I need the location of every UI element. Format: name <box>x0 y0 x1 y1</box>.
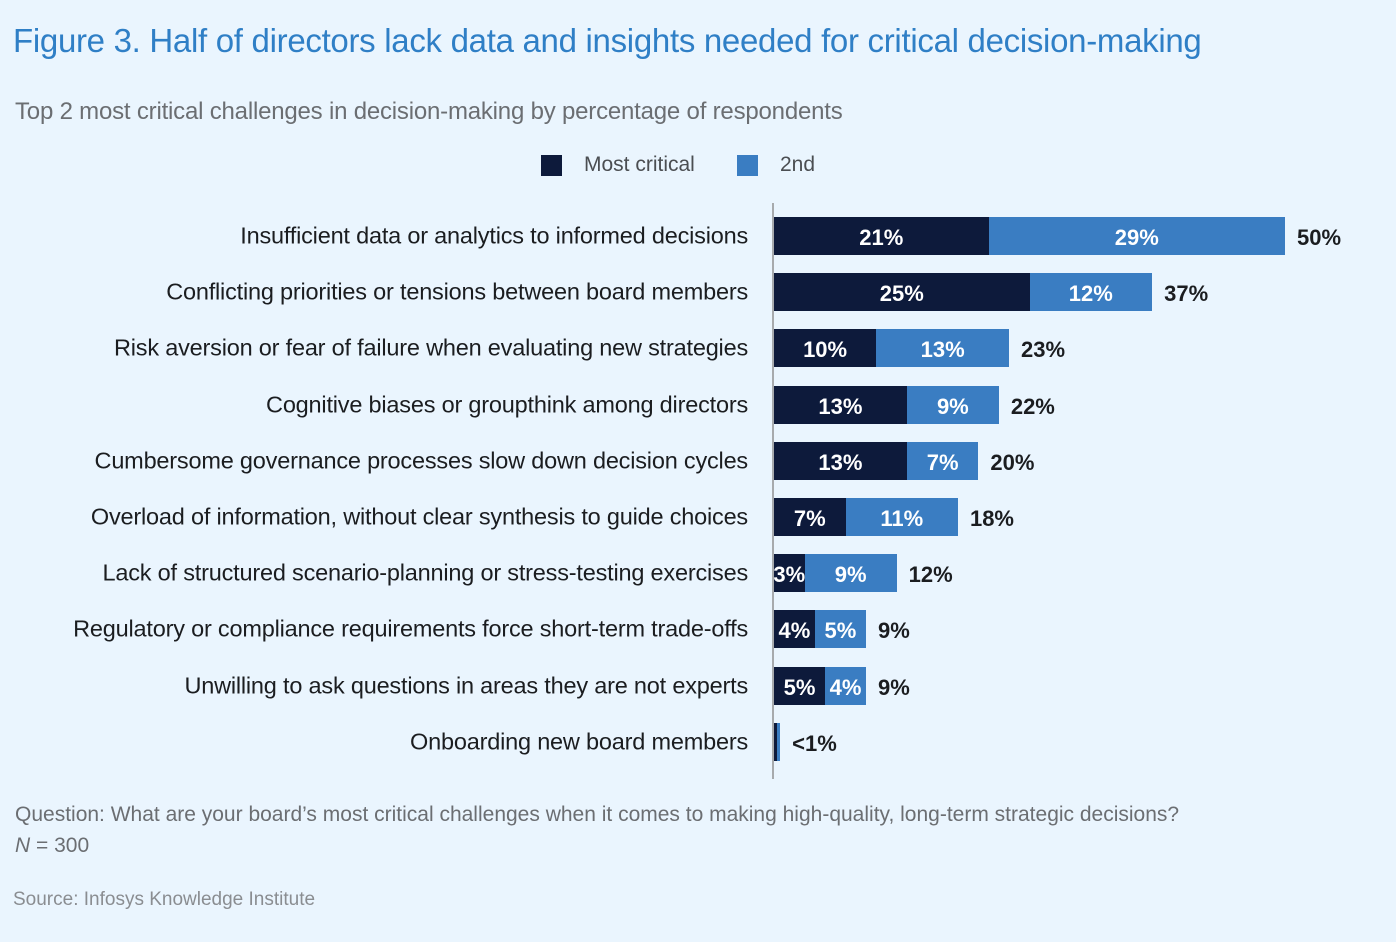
bar-value-label: 10% <box>803 337 848 363</box>
bar-total-label: 23% <box>1021 337 1066 363</box>
bar-value-label: 12% <box>1068 281 1113 307</box>
bar-2nd <box>876 329 1010 368</box>
bar-value-label: 9% <box>834 562 867 588</box>
category-label: Regulatory or compliance requirements fo… <box>73 615 748 642</box>
source-note: Source: Infosys Knowledge Institute <box>13 889 316 910</box>
category-label: Unwilling to ask questions in areas they… <box>184 672 748 699</box>
bar-value-label: 3% <box>773 562 806 588</box>
bar-value-label: 13% <box>818 449 863 475</box>
bar-total-label: <1% <box>792 730 837 756</box>
bar-most-critical <box>774 441 907 480</box>
sample-size: N = 300 <box>15 834 89 858</box>
bar-value-label: 5% <box>824 618 857 644</box>
bar-2nd <box>825 666 866 705</box>
bar-total-label: 9% <box>877 618 910 644</box>
category-label: Overload of information, without clear s… <box>90 503 748 530</box>
legend-item-2nd: 2nd <box>737 153 815 177</box>
bar-2nd <box>814 610 866 649</box>
bar-most-critical <box>774 610 815 649</box>
bar-2nd <box>804 554 897 593</box>
bar-total-label: 12% <box>908 562 953 588</box>
question-note: Question: What are your board’s most cri… <box>15 803 1180 826</box>
bar-2nd <box>777 722 781 761</box>
bar-value-label: 11% <box>880 506 924 531</box>
category-label: Cumbersome governance processes slow dow… <box>94 447 749 474</box>
category-label: Insufficient data or analytics to inform… <box>240 222 748 249</box>
bar-most-critical <box>774 217 989 255</box>
category-label: Onboarding new board members <box>410 728 748 755</box>
n-value: = 300 <box>36 834 90 857</box>
chart-subtitle: Top 2 most critical challenges in decisi… <box>15 98 843 125</box>
bar-value-label: 13% <box>818 393 863 419</box>
y-axis-line <box>772 203 774 779</box>
bar-value-label: 4% <box>829 674 862 700</box>
bar-value-label: 21% <box>859 225 904 250</box>
bar-most-critical <box>774 554 805 593</box>
chart-title: Figure 3. Half of directors lack data an… <box>13 22 1202 59</box>
legend-label: 2nd <box>780 153 816 176</box>
bar-value-label: 13% <box>920 337 965 363</box>
bar-most-critical <box>774 385 907 424</box>
category-label: Lack of structured scenario-planning or … <box>102 559 749 586</box>
bar-total-label: 50% <box>1297 225 1342 250</box>
bar-2nd <box>906 385 999 424</box>
legend-item-most-critical: Most critical <box>541 153 695 177</box>
bar-most-critical <box>774 722 778 761</box>
bar-2nd <box>1029 273 1153 312</box>
category-label: Conflicting priorities or tensions betwe… <box>166 278 748 305</box>
bar-value-label: 9% <box>936 393 969 419</box>
legend-label: Most critical <box>584 153 695 176</box>
category-label: Cognitive biases or groupthink among dir… <box>266 391 748 418</box>
bar-total-label: 9% <box>877 674 910 700</box>
bar-total-label: 20% <box>990 449 1035 475</box>
bar-total-label: 18% <box>969 506 1014 531</box>
bar-total-label: 37% <box>1164 281 1209 307</box>
bar-value-label: 4% <box>778 618 811 644</box>
category-label: Risk aversion or fear of failure when ev… <box>114 334 748 361</box>
bar-value-label: 7% <box>926 449 959 475</box>
bar-most-critical <box>774 666 826 705</box>
bar-value-label: 25% <box>879 281 924 307</box>
legend-swatch-most-critical <box>541 154 562 176</box>
bar-value-label: 7% <box>793 506 826 531</box>
legend-swatch-2nd <box>737 154 758 176</box>
bar-most-critical <box>774 498 846 536</box>
bar-value-label: 29% <box>1114 225 1159 250</box>
bar-2nd <box>906 441 979 480</box>
n-label: N <box>15 834 31 857</box>
bar-value-label: 5% <box>783 674 816 700</box>
bar-total-label: 22% <box>1010 393 1055 419</box>
bar-2nd <box>845 498 958 536</box>
bar-2nd <box>988 217 1285 255</box>
bar-most-critical <box>774 273 1030 312</box>
bar-most-critical <box>774 329 877 368</box>
